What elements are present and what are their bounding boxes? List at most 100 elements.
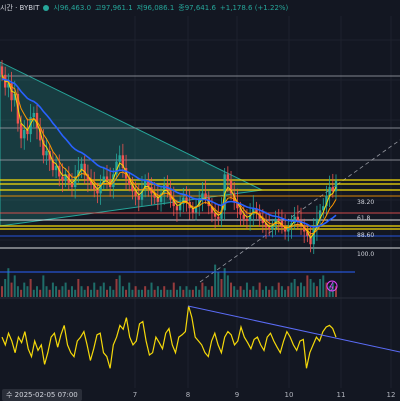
volume-bar	[293, 279, 296, 297]
volume-bar	[55, 286, 58, 297]
crosshair-time-label: 수 2025-02-05 07:00	[2, 389, 82, 401]
candle-body	[175, 206, 179, 211]
volume-bar	[230, 282, 233, 297]
volume-bar	[61, 286, 64, 297]
symbol-label[interactable]: 시간 · BYBIT	[0, 4, 40, 12]
volume-bar	[214, 264, 217, 297]
moving-averages	[1, 74, 337, 239]
horizontal-levels[interactable]	[0, 75, 400, 249]
candle-body	[58, 165, 61, 177]
candle-body	[302, 225, 306, 232]
descending-triangle-drawing[interactable]	[0, 61, 264, 227]
alert-icon[interactable]	[326, 280, 338, 292]
volume-bar	[179, 286, 182, 297]
volume-bar	[204, 286, 207, 297]
candle-body	[309, 235, 312, 245]
volume-bar	[172, 282, 175, 297]
volume-bar	[105, 289, 108, 297]
candle-body	[93, 184, 96, 190]
volume-bar	[35, 286, 38, 297]
volume-bar	[70, 286, 73, 297]
candle-body	[178, 204, 182, 211]
volume-bar	[23, 282, 26, 297]
candle-body	[194, 206, 198, 213]
volume-bar	[220, 279, 223, 297]
volume-bar	[96, 289, 99, 297]
volume-bar	[166, 289, 169, 297]
volume-bar	[109, 286, 112, 297]
candle-body	[318, 210, 322, 219]
volume-bar	[74, 289, 77, 297]
volume-bar	[83, 289, 86, 297]
volume-bar	[274, 289, 277, 297]
volume-bar	[331, 282, 334, 297]
price-chart[interactable]: 38.20 61.8 88.60 100.0	[0, 0, 400, 390]
fib-level-label: 100.0	[357, 251, 374, 258]
volume-bar	[16, 286, 19, 297]
volume-bar	[245, 282, 248, 297]
volume-bar	[249, 289, 252, 297]
ema-yellow-line	[1, 74, 337, 239]
candle-body	[134, 191, 137, 196]
fib-level-label: 88.60	[357, 232, 374, 239]
candle-body	[172, 199, 175, 207]
candle-body	[26, 129, 29, 135]
volume-bar	[277, 282, 280, 297]
candle-body	[128, 178, 131, 185]
volume-bar	[144, 286, 147, 297]
candle-body	[185, 197, 188, 202]
volume-bar	[185, 286, 188, 297]
volume-bar	[255, 289, 258, 297]
candle-body	[70, 182, 74, 188]
volume-bar	[290, 282, 293, 297]
volume-bar	[58, 289, 61, 297]
volume-bar	[153, 289, 156, 297]
volume-bar	[284, 289, 287, 297]
oscillator-trendline[interactable]	[187, 305, 400, 353]
candle-body	[102, 176, 105, 183]
candle-body	[105, 176, 109, 181]
volume-bar	[102, 282, 105, 297]
volume-bar	[287, 286, 290, 297]
volume-bar	[140, 289, 143, 297]
volume-bar	[67, 289, 70, 297]
dashed-trendline[interactable]	[199, 139, 400, 283]
alert-icon-bolt	[329, 281, 334, 292]
candle-body	[19, 123, 23, 139]
volume-bar	[280, 286, 283, 297]
volume-bar	[4, 279, 7, 297]
time-axis[interactable]: 수 2025-02-05 07:00 7 8 9 10 11 12	[0, 388, 400, 401]
x-tick: 12	[386, 391, 396, 399]
volume-bar	[325, 282, 328, 297]
volume-bar	[303, 286, 306, 297]
volume-bar	[39, 289, 42, 297]
volume-bar	[223, 268, 226, 297]
volume-bar	[137, 289, 140, 297]
candle-body	[242, 214, 245, 219]
volume-bar	[163, 286, 166, 297]
candle-body	[48, 151, 51, 160]
fib-level-labels: 38.20 61.8 88.60 100.0	[357, 199, 374, 258]
volume-bar	[156, 286, 159, 297]
candle-body	[252, 208, 255, 215]
candle-body	[331, 187, 335, 192]
candle-body	[38, 127, 42, 141]
low-value: 저96,086.1	[136, 4, 175, 12]
volume-bar	[121, 286, 124, 297]
candle-body	[226, 174, 230, 181]
candle-body	[23, 129, 26, 139]
candle-body	[64, 174, 67, 181]
candle-body	[61, 176, 64, 181]
volume-bar	[328, 286, 331, 297]
candle-body	[306, 231, 309, 236]
candle-body	[86, 174, 90, 181]
volume-bar	[306, 275, 309, 297]
volume-bar	[51, 282, 54, 297]
volume-bar	[115, 279, 118, 297]
candle-body	[283, 227, 287, 232]
volume-bar	[261, 289, 264, 297]
candle-body	[99, 182, 102, 194]
candle-body	[153, 193, 156, 198]
volume-bar	[112, 289, 115, 297]
candle-body	[268, 227, 271, 230]
